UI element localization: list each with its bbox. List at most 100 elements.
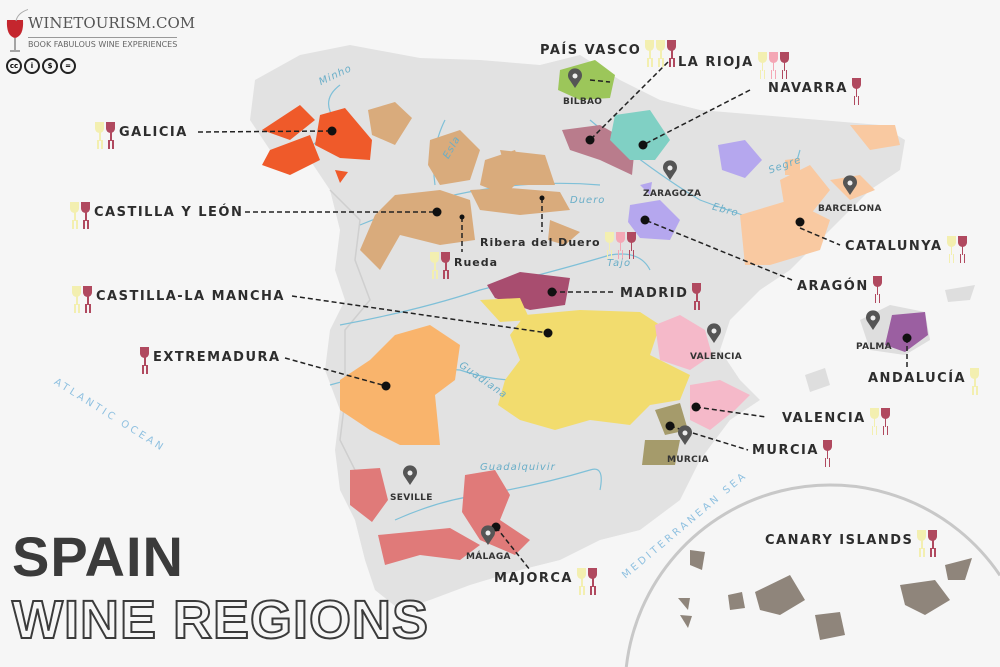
wine-glass-red-icon	[106, 122, 115, 142]
wine-glass-red-icon	[872, 276, 882, 296]
region-murcia	[642, 403, 688, 465]
city-palma: PALMA	[856, 342, 892, 352]
region-dots	[327, 126, 912, 532]
region-label-majorca: MAJORCA	[494, 568, 597, 588]
region-label-castilla-la-mancha: CASTILLA-LA MANCHA	[72, 286, 285, 306]
wine-types	[95, 122, 115, 142]
region-name: MURCIA	[752, 442, 819, 458]
wine-glass-red-icon	[880, 408, 890, 428]
canary-inset-border	[624, 483, 1000, 667]
wine-glass-red-icon	[667, 40, 677, 60]
wine-types	[604, 232, 636, 252]
wine-types	[645, 40, 677, 60]
canary-islands	[678, 550, 972, 640]
wine-glass-rose-icon	[615, 232, 625, 252]
wine-glass-white-icon	[946, 236, 956, 256]
region-label-la-rioja: LA RIOJA	[678, 52, 789, 72]
region-name: CASTILLA Y LEÓN	[94, 204, 244, 220]
wine-glass-red-icon	[626, 232, 636, 252]
wine-glass-white-icon	[604, 232, 614, 252]
winetourism-logo[interactable]: WINETOURISM.COM BOOK FABULOUS WINE EXPER…	[4, 6, 195, 74]
wine-glass-white-icon	[430, 252, 439, 272]
city-bilbao: BILBAO	[563, 97, 603, 107]
wine-glass-red-icon	[928, 530, 938, 550]
river-tajo: Tajo	[607, 258, 632, 269]
region-name: ARAGÓN	[797, 278, 869, 294]
wine-glass-red-icon	[692, 283, 702, 303]
wine-glass-red-icon	[441, 252, 450, 272]
menorca-island	[945, 285, 975, 302]
wine-glass-red-icon	[140, 347, 149, 367]
region-catalunya	[740, 125, 900, 265]
region-name: NAVARRA	[768, 80, 848, 96]
wine-glass-white-icon	[72, 286, 81, 306]
region-label-canary-islands: CANARY ISLANDS	[765, 530, 938, 550]
region-name: MAJORCA	[494, 570, 573, 586]
city-murcia: MURCIA	[667, 455, 709, 465]
logo-tagline: BOOK FABULOUS WINE EXPERIENCES	[28, 37, 178, 49]
wine-types	[851, 78, 861, 98]
river-duero: Duero	[570, 195, 606, 206]
region-name: GALICIA	[119, 124, 188, 140]
region-name: Ribera del Duero	[480, 235, 601, 249]
cc-by-icon: i	[24, 58, 40, 74]
wine-glass-red-icon	[83, 286, 92, 306]
wine-glass-red-icon	[822, 440, 832, 460]
region-label-navarra: NAVARRA	[768, 78, 861, 98]
wine-types	[577, 568, 597, 588]
portugal-border	[329, 189, 371, 501]
region-name: CASTILLA-LA MANCHA	[96, 288, 285, 304]
wine-glass-white-icon	[645, 40, 655, 60]
wine-types	[917, 530, 938, 550]
map-pin-hole	[667, 165, 673, 171]
region-name: CATALUNYA	[845, 238, 943, 254]
region-name: LA RIOJA	[678, 54, 754, 70]
wine-types	[822, 440, 832, 460]
wine-types	[757, 52, 789, 72]
wine-glass-red-icon	[957, 236, 967, 256]
title-spain: SPAIN	[12, 525, 184, 588]
cc-nd-icon: =	[60, 58, 76, 74]
wine-glass-white-icon	[757, 52, 767, 72]
wine-glass-white-icon	[917, 530, 927, 550]
wine-glass-white-icon	[95, 122, 104, 142]
wine-types	[872, 276, 882, 296]
wine-glass-white-icon	[656, 40, 666, 60]
leader-lines	[197, 61, 908, 571]
region-label-pa-s-vasco: PAÍS VASCO	[540, 40, 677, 60]
cc-icon: cc	[6, 58, 22, 74]
city-barcelona: BARCELONA	[818, 204, 882, 214]
wine-types	[970, 368, 980, 388]
wine-glass-red-icon	[851, 78, 861, 98]
river-guadalquivir: Guadalquivir	[480, 462, 556, 473]
region-label-murcia: MURCIA	[752, 440, 832, 460]
wine-types	[692, 283, 702, 303]
map-pin-hole	[572, 73, 578, 79]
city-seville: SEVILLE	[390, 493, 433, 503]
map-pin-hole	[711, 328, 717, 334]
wine-types	[869, 408, 890, 428]
wine-types	[72, 286, 92, 306]
region-galicia	[262, 105, 372, 183]
region-name: EXTREMADURA	[153, 349, 281, 365]
city-pins	[403, 68, 880, 545]
region-navarra	[610, 110, 670, 160]
map-pin-hole	[847, 180, 853, 186]
city-zaragoza: ZARAGOZA	[643, 189, 702, 199]
logo-name: WINETOURISM.COM	[28, 14, 196, 32]
region-extremadura	[340, 325, 460, 445]
map-pin-hole	[682, 430, 688, 436]
region-label-valencia: VALENCIA	[782, 408, 890, 428]
region-valencia	[655, 315, 750, 430]
region-aragon	[628, 140, 762, 240]
wine-glass-white-icon	[577, 568, 586, 588]
wine-glass-logo-icon	[6, 7, 35, 52]
region-label-arag-n: ARAGÓN	[797, 276, 882, 296]
map-pin-hole	[870, 315, 876, 321]
region-label-extremadura: EXTREMADURA	[140, 347, 281, 367]
wine-regions	[262, 60, 928, 565]
city-valencia: VALENCIA	[690, 352, 743, 362]
wine-types	[70, 202, 90, 222]
region-andalucia	[350, 468, 530, 565]
